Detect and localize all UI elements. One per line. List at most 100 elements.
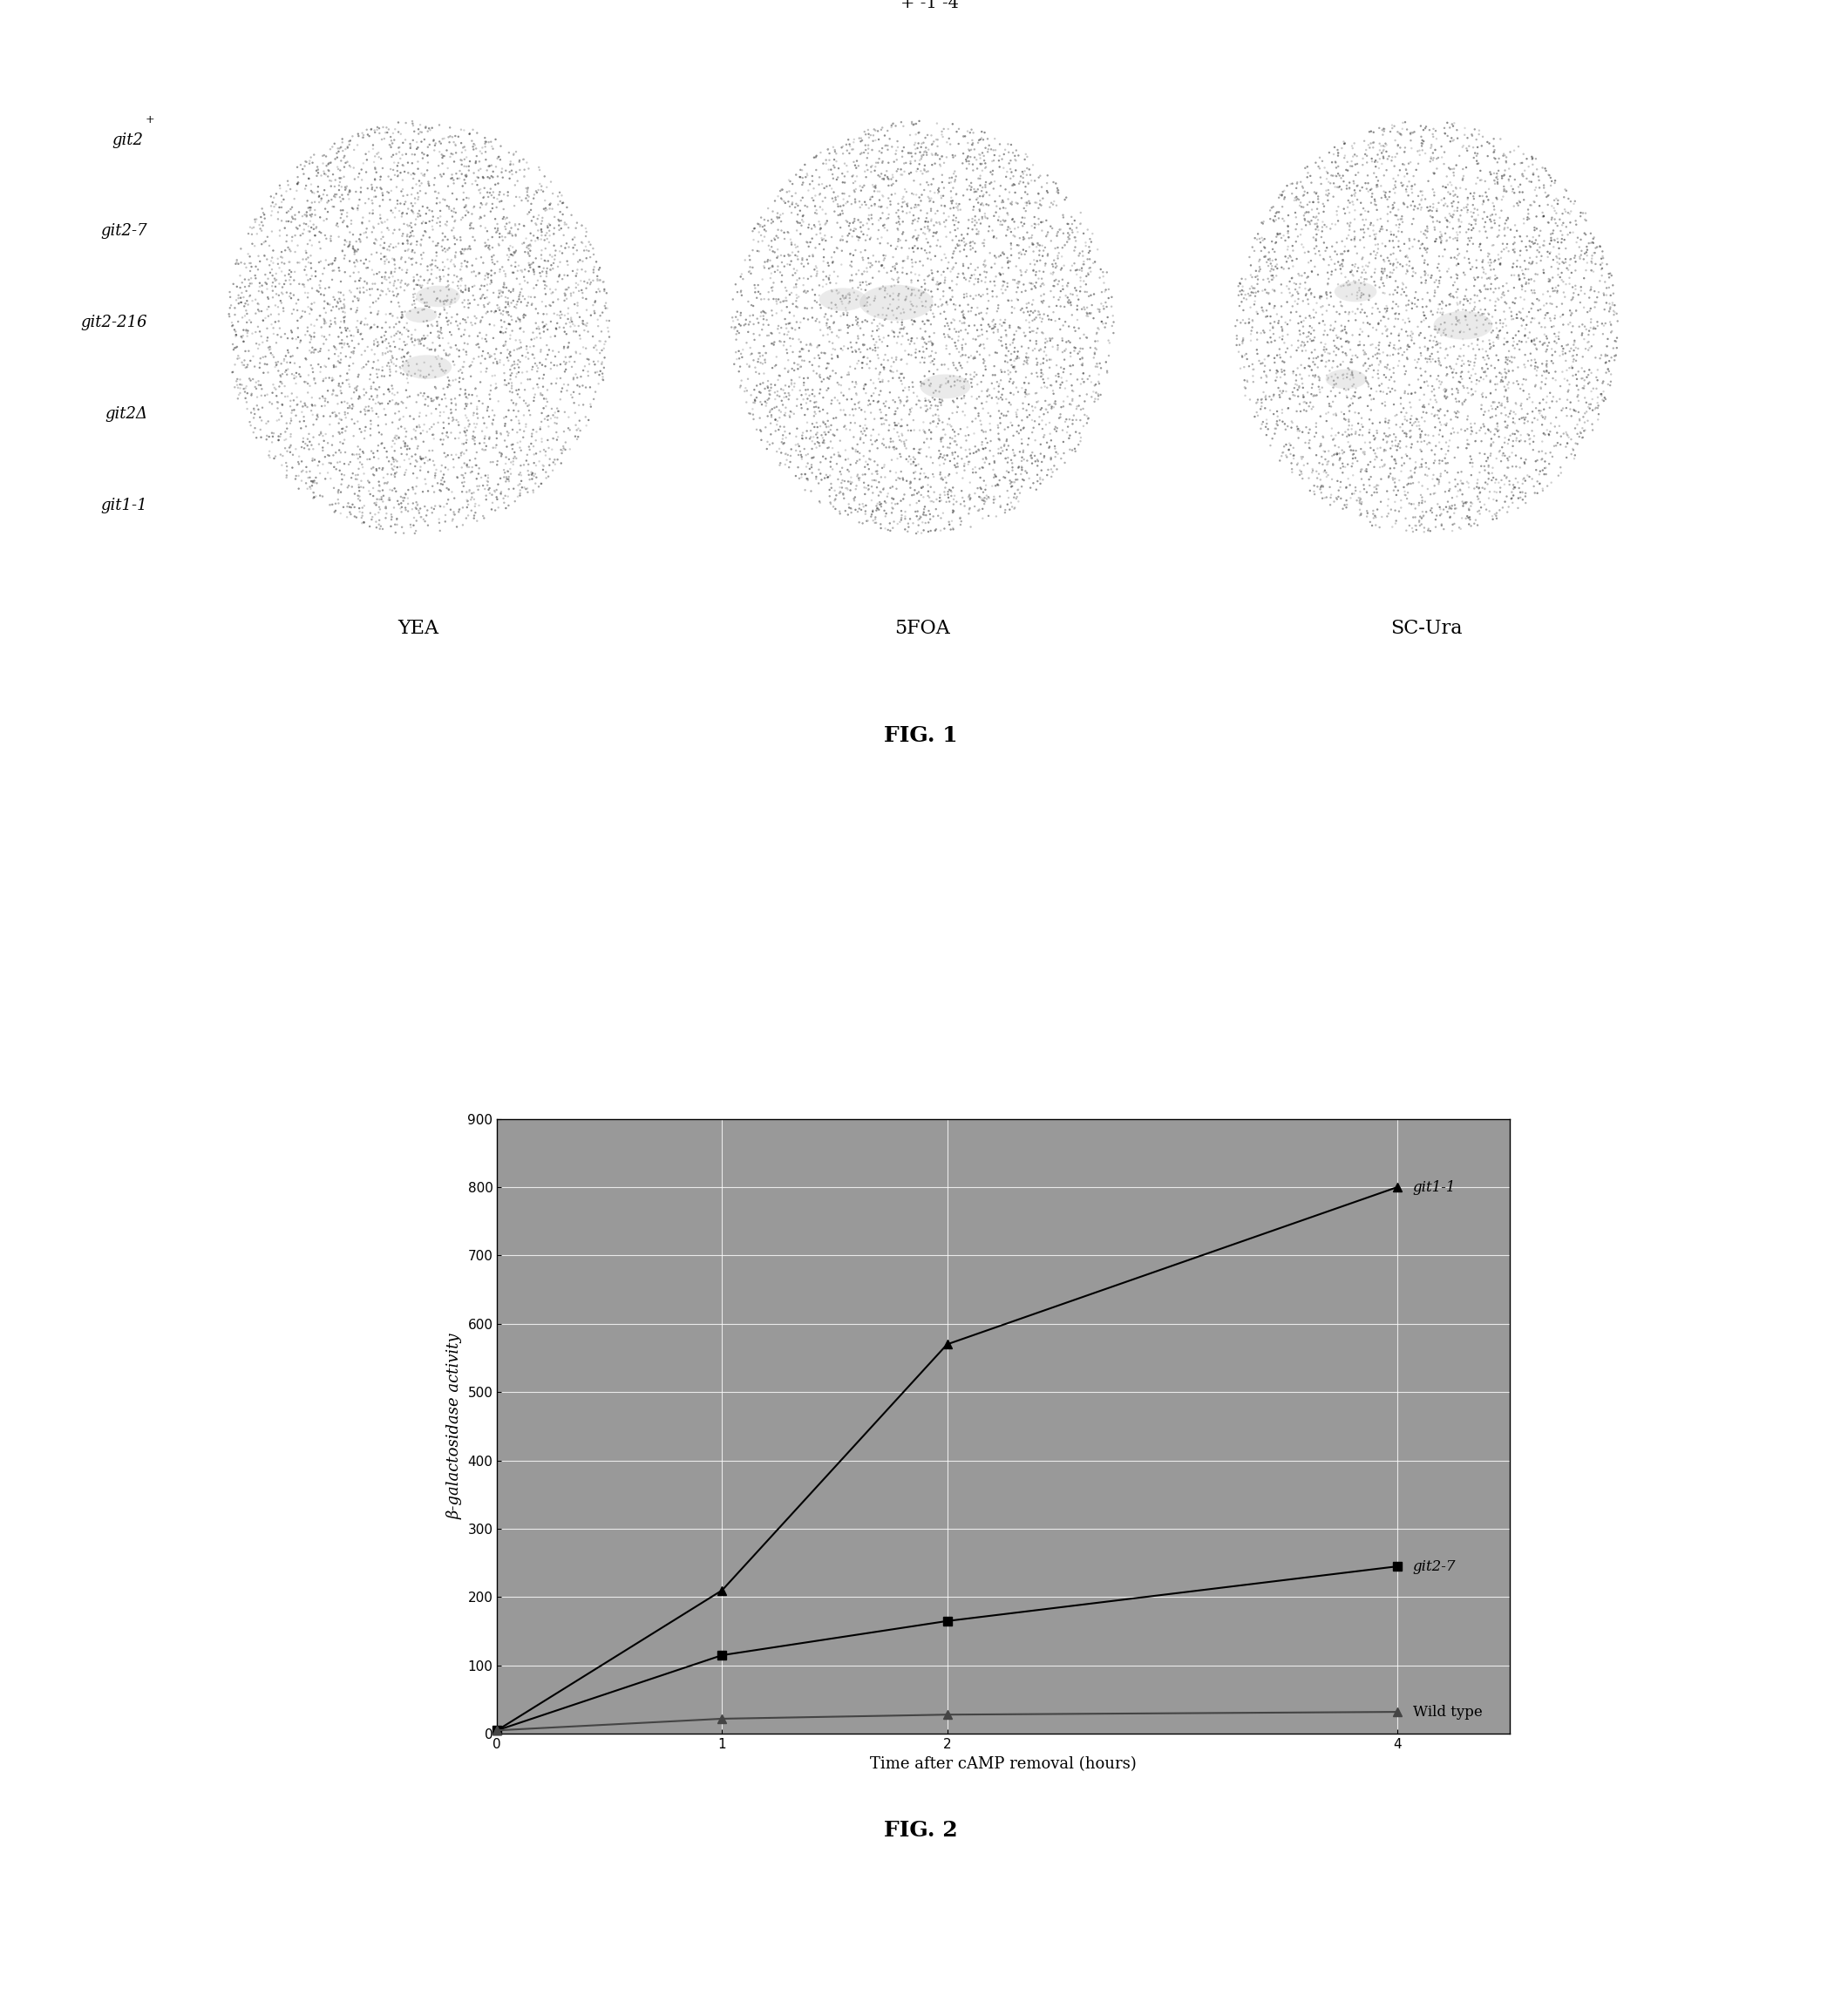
Point [420,492,449,524]
Point [313,375,342,407]
Point [1035,431,1064,464]
Point [1384,464,1414,496]
Point [1335,210,1364,242]
Point [1014,462,1044,494]
Point [409,442,438,474]
Point [335,369,365,401]
Point [361,454,390,486]
Point [1388,339,1418,371]
Point [1480,246,1510,278]
Point [1511,327,1541,359]
Point [967,264,996,296]
Point [1375,452,1405,484]
Point [1370,385,1399,417]
Point [865,357,895,389]
Point [563,268,593,300]
Point [245,288,274,321]
Point [1445,210,1475,242]
Point [847,216,876,248]
Point [1355,173,1384,206]
Point [352,252,381,284]
Point [841,470,871,502]
Point [317,183,346,216]
Point [1351,300,1381,333]
Point [539,202,569,234]
Point [1425,260,1454,292]
Point [510,415,539,448]
Point [1362,218,1392,250]
Point [1372,419,1401,452]
Point [370,492,399,524]
Point [361,498,390,530]
Point [1307,339,1337,371]
Point [1596,317,1626,349]
Point [1311,179,1340,212]
Point [786,379,816,411]
Point [475,177,504,210]
Point [528,359,558,391]
Point [775,401,805,433]
Point [1408,175,1438,208]
Point [1305,280,1335,312]
Point [1561,226,1591,258]
Point [411,442,440,474]
Point [950,282,979,314]
Point [363,327,392,359]
Point [353,345,383,377]
Point [1534,296,1563,329]
Point [1013,345,1042,377]
Point [1528,383,1557,415]
Point [1414,452,1443,484]
Point [1368,266,1397,298]
Point [983,411,1013,444]
Point [1456,407,1486,439]
Point [1049,385,1079,417]
Point [431,442,460,474]
Point [1279,266,1309,298]
Point [330,304,359,337]
Point [1486,389,1515,421]
Point [1475,482,1504,514]
Point [260,417,289,450]
Point [427,476,457,508]
Point [902,290,932,323]
Point [311,417,341,450]
Point [1499,417,1528,450]
Point [326,161,355,194]
Point [1313,363,1342,395]
Point [1083,347,1112,379]
Point [1353,371,1383,403]
Point [1279,284,1309,317]
Point [841,300,871,333]
Point [431,337,460,369]
Point [1499,234,1528,266]
Point [823,200,852,232]
Point [1285,319,1314,351]
Point [963,292,992,325]
Point [517,206,547,238]
Point [298,331,328,363]
Point [449,143,479,175]
Point [775,278,805,310]
Point [841,448,871,480]
Point [1027,317,1057,349]
Point [1346,224,1375,256]
Point [1500,236,1530,268]
Point [749,204,779,236]
Point [867,401,897,433]
Point [1539,319,1569,351]
Point [271,431,300,464]
Point [874,288,904,321]
Point [863,331,893,363]
Point [970,486,1000,518]
Point [1366,129,1395,161]
Point [909,153,939,185]
Point [909,153,939,185]
Point [950,365,979,397]
Point [812,419,841,452]
Point [1482,407,1511,439]
Point [296,252,326,284]
Point [1033,460,1062,492]
Point [1233,306,1263,339]
Point [764,282,793,314]
